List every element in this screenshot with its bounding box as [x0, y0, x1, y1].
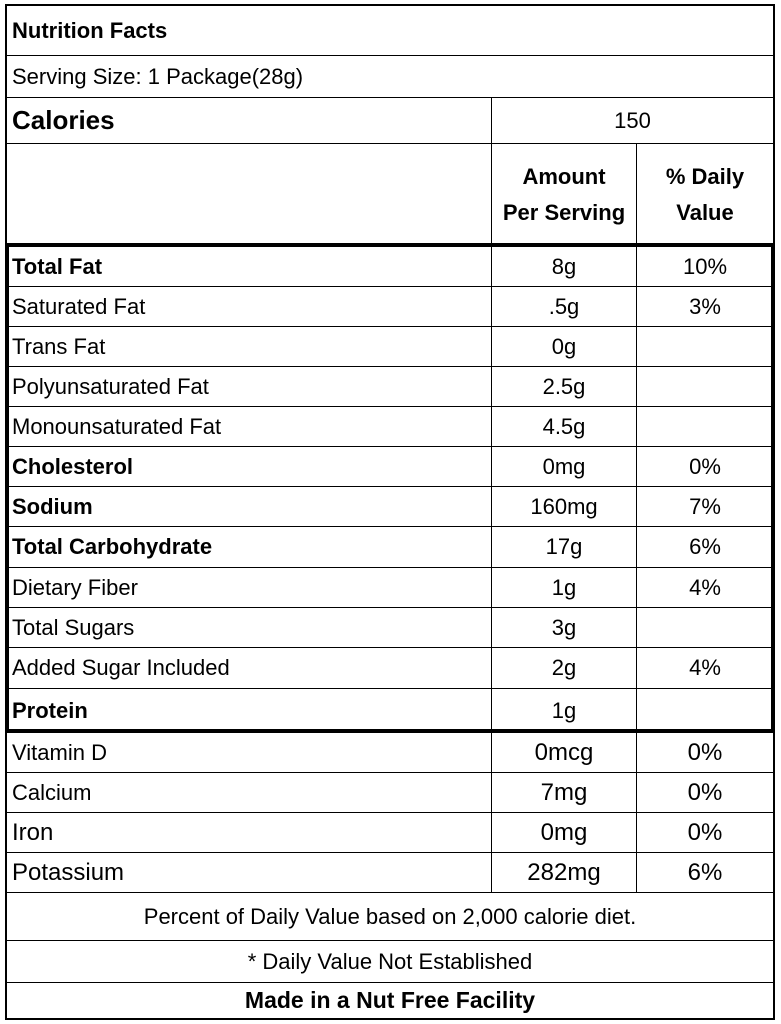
nutrient-dv: 10% [636, 247, 773, 286]
facility-note: Made in a Nut Free Facility [244, 987, 536, 1013]
nutrient-dv [636, 327, 773, 366]
nutrient-amount: 3g [491, 608, 636, 647]
nutrient-row-polyunsaturated-fat: Polyunsaturated Fat 2.5g [7, 367, 773, 407]
nutrient-row-sodium: Sodium 160mg 7% [7, 487, 773, 527]
vitamin-amount: 282mg [491, 853, 636, 892]
label-title: Nutrition Facts [12, 17, 168, 43]
daily-value-header: % Daily Value [636, 144, 773, 245]
nutrient-name: Sodium [12, 493, 93, 519]
nutrient-name: Trans Fat [12, 333, 106, 359]
vitamin-name: Potassium [12, 858, 125, 886]
serving-size: Serving Size: 1 Package(28g) [12, 63, 304, 89]
nutrient-amount: 1g [491, 689, 636, 733]
nutrient-row-total-carbohydrate: Total Carbohydrate 17g 6% [7, 527, 773, 568]
dv-header-line1: % Daily [665, 163, 745, 189]
nutrient-amount: 160mg [491, 487, 636, 526]
nutrient-name: Polyunsaturated Fat [12, 373, 209, 399]
nutrient-row-trans-fat: Trans Fat 0g [7, 327, 773, 367]
vitamin-name: Vitamin D [12, 739, 107, 765]
nutrient-amount: 2g [491, 648, 636, 688]
facility-note-row: Made in a Nut Free Facility [7, 983, 773, 1018]
vitamin-row-calcium: Calcium 7mg 0% [7, 773, 773, 813]
nutrient-dv: 4% [636, 648, 773, 688]
nutrient-row-total-fat: Total Fat 8g 10% [7, 247, 773, 287]
nutrient-dv: 3% [636, 287, 773, 326]
vitamin-amount: 7mg [491, 773, 636, 812]
footnote-dv: Percent of Daily Value based on 2,000 ca… [143, 903, 637, 929]
calories-label: Calories [12, 105, 115, 135]
serving-size-row: Serving Size: 1 Package(28g) [7, 56, 773, 98]
vitamin-row-potassium: Potassium 282mg 6% [7, 853, 773, 893]
nutrient-dv: 6% [636, 527, 773, 567]
nutrient-dv [636, 367, 773, 406]
nutrient-name: Dietary Fiber [12, 574, 138, 600]
amount-header-line2: Per Serving [502, 199, 626, 225]
nutrient-dv [636, 689, 773, 733]
nutrient-row-dietary-fiber: Dietary Fiber 1g 4% [7, 568, 773, 608]
amount-header-line1: Amount [522, 163, 606, 189]
nutrient-row-cholesterol: Cholesterol 0mg 0% [7, 447, 773, 487]
header-blank [7, 144, 491, 245]
vitamin-dv: 0% [636, 773, 773, 812]
vitamin-row-iron: Iron 0mg 0% [7, 813, 773, 853]
vitamin-row-vitamin-d: Vitamin D 0mcg 0% [7, 733, 773, 773]
nutrient-amount: 1g [491, 568, 636, 607]
footnote-dv-row: Percent of Daily Value based on 2,000 ca… [7, 893, 773, 941]
nutrient-name: Protein [12, 698, 88, 723]
nutrient-amount: 0mg [491, 447, 636, 486]
nutrient-row-added-sugar: Added Sugar Included 2g 4% [7, 648, 773, 689]
nutrient-name: Saturated Fat [12, 293, 146, 319]
vitamin-dv: 0% [636, 813, 773, 852]
footnote-not-established-row: * Daily Value Not Established [7, 941, 773, 983]
nutrient-name: Monounsaturated Fat [12, 413, 222, 439]
footnote-not-established: * Daily Value Not Established [247, 948, 533, 974]
nutrient-name: Total Carbohydrate [12, 534, 213, 559]
amount-header: Amount Per Serving [491, 144, 636, 245]
nutrient-amount: .5g [491, 287, 636, 326]
nutrient-row-monounsaturated-fat: Monounsaturated Fat 4.5g [7, 407, 773, 447]
nutrient-name: Added Sugar Included [12, 655, 230, 680]
nutrient-dv: 7% [636, 487, 773, 526]
calories-row: Calories 150 [7, 98, 773, 144]
nutrient-amount: 17g [491, 527, 636, 567]
nutrient-dv [636, 407, 773, 446]
vitamin-amount: 0mg [491, 813, 636, 852]
dv-header-line2: Value [676, 199, 734, 225]
vitamin-name: Iron [12, 818, 54, 846]
nutrient-row-saturated-fat: Saturated Fat .5g 3% [7, 287, 773, 327]
nutrition-facts-label: Nutrition Facts Serving Size: 1 Package(… [5, 4, 775, 1020]
nutrient-row-total-sugars: Total Sugars 3g [7, 608, 773, 648]
vitamin-dv: 0% [636, 733, 773, 772]
nutrient-name: Total Sugars [12, 614, 135, 640]
vitamin-amount: 0mcg [491, 733, 636, 772]
nutrient-amount: 0g [491, 327, 636, 366]
nutrient-dv: 0% [636, 447, 773, 486]
vitamin-name: Calcium [12, 779, 92, 805]
column-header-row: Amount Per Serving % Daily Value [7, 144, 773, 245]
nutrient-amount: 2.5g [491, 367, 636, 406]
nutrient-amount: 8g [491, 247, 636, 286]
nutrient-name: Total Fat [12, 253, 103, 279]
calories-value: 150 [491, 98, 773, 143]
nutrient-name: Cholesterol [12, 453, 134, 479]
title-row: Nutrition Facts [7, 6, 773, 56]
nutrient-row-protein: Protein 1g [7, 689, 773, 733]
vitamin-dv: 6% [636, 853, 773, 892]
nutrient-dv: 4% [636, 568, 773, 607]
nutrient-dv [636, 608, 773, 647]
nutrient-amount: 4.5g [491, 407, 636, 446]
